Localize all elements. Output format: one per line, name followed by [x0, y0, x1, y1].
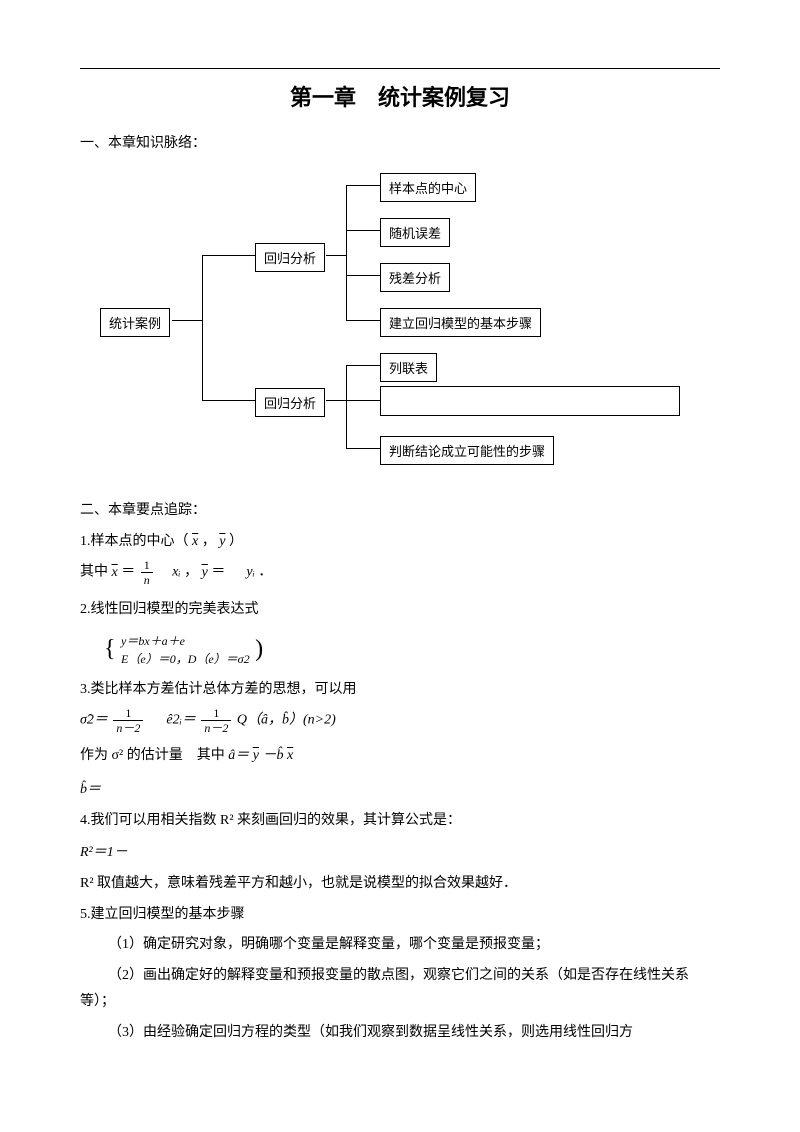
p2-yi: yᵢ	[246, 565, 254, 580]
p2-dot: ．	[258, 565, 272, 580]
p6-xbar: x	[287, 743, 293, 770]
point-2-formula: { y＝bx＋a＋e E（e）＝0，D（e）＝σ2 )	[80, 627, 720, 673]
step-1: （1）确定研究对象，明确哪个变量是解释变量，哪个变量是预报变量；	[80, 932, 720, 959]
step-2: （2）画出确定好的解释变量和预报变量的散点图，观察它们之间的关系（如是否存在线性…	[80, 963, 720, 1016]
left-brace-icon: {	[104, 636, 116, 662]
eq-line2: E（e）＝0，D（e）＝σ2	[121, 652, 250, 666]
diagram-leaf-6: 判断结论成立可能性的步骤	[380, 436, 554, 465]
p5-sigma: σ̂2＝	[80, 713, 108, 728]
p1-text-b: ）	[229, 534, 243, 549]
diagram-leaf-1: 样本点的中心	[380, 173, 476, 202]
content-body: 二、本章要点追踪： 1.样本点的中心（ x ， y ） 其中 x ＝ 1n xᵢ…	[80, 498, 720, 1047]
page-top-rule	[80, 68, 720, 69]
diagram-leaf-3: 残差分析	[380, 263, 450, 292]
p1-xbar: x	[192, 529, 198, 556]
diagram-formula-border	[380, 386, 680, 416]
p1-text-a: 1.样本点的中心（	[80, 534, 189, 549]
point-1-formula: 其中 x ＝ 1n xᵢ ， y ＝ yᵢ ．	[80, 559, 720, 586]
p2-num: 1	[141, 559, 153, 573]
section2-heading: 二、本章要点追踪：	[80, 498, 720, 525]
p2-eq: ＝	[121, 565, 135, 580]
p5f2n: 1	[201, 707, 231, 721]
diagram-leaf-5: 列联表	[380, 353, 437, 382]
r2-formula: R²＝1－	[80, 840, 720, 867]
right-paren-icon: )	[255, 636, 263, 662]
diagram-branch-1: 回归分析	[255, 243, 325, 272]
p5f1n: 1	[113, 707, 143, 721]
p2-eq2: ＝	[211, 565, 225, 580]
point-2: 2.线性回归模型的完美表达式	[80, 597, 720, 624]
p5f2d: n－2	[201, 721, 231, 734]
p6-a: 作为 σ² 的估计量 其中	[80, 748, 225, 763]
p6-c: －b̂	[262, 748, 283, 763]
point-3: 3.类比样本方差估计总体方差的思想，可以用	[80, 677, 720, 704]
p5f1d: n－2	[113, 721, 143, 734]
p2-comma: ，	[184, 565, 198, 580]
p1-comma: ，	[202, 534, 216, 549]
p2-xi: xᵢ	[172, 565, 180, 580]
point-4: 4.我们可以用相关指数 R² 来刻画回归的效果，其计算公式是：	[80, 808, 720, 835]
b-hat: b̂＝	[80, 777, 720, 804]
p2-den: n	[141, 573, 153, 586]
diagram-branch-2: 回归分析	[255, 388, 325, 417]
p2-ybar: y	[202, 560, 208, 587]
p2-xbar: x	[112, 560, 118, 587]
point-5: 5.建立回归模型的基本步骤	[80, 902, 720, 929]
diagram-leaf-4: 建立回归模型的基本步骤	[380, 308, 541, 337]
page-title: 第一章 统计案例复习	[80, 80, 720, 112]
point-3-note: 作为 σ² 的估计量 其中 â＝ y －b̂ x	[80, 743, 720, 770]
diagram-leaf-2: 随机误差	[380, 218, 450, 247]
diagram-root: 统计案例	[100, 308, 170, 337]
p6-b: â＝	[228, 748, 249, 763]
p5-q: Q（â，b̂）(n>2)	[237, 713, 336, 728]
p1-ybar: y	[219, 529, 225, 556]
p6-ybar: y	[253, 743, 259, 770]
r2-note: R² 取值越大，意味着残差平方和越小，也就是说模型的拟合效果越好．	[80, 871, 720, 898]
step-3: （3）由经验确定回归方程的类型（如我们观察到数据呈线性关系，则选用线性回归方	[80, 1020, 720, 1047]
p5-e2: ê2ᵢ＝	[166, 713, 195, 728]
point-1: 1.样本点的中心（ x ， y ）	[80, 529, 720, 556]
p2-a: 其中	[80, 565, 108, 580]
point-3-formula: σ̂2＝ 1n－2 ê2ᵢ＝ 1n－2 Q（â，b̂）(n>2)	[80, 707, 720, 734]
knowledge-diagram: 统计案例 回归分析 回归分析 样本点的中心 随机误差 残差分析 建立回归模型的基…	[100, 168, 700, 478]
eq-line1: y＝bx＋a＋e	[121, 634, 185, 648]
section1-heading: 一、本章知识脉络：	[80, 132, 720, 152]
